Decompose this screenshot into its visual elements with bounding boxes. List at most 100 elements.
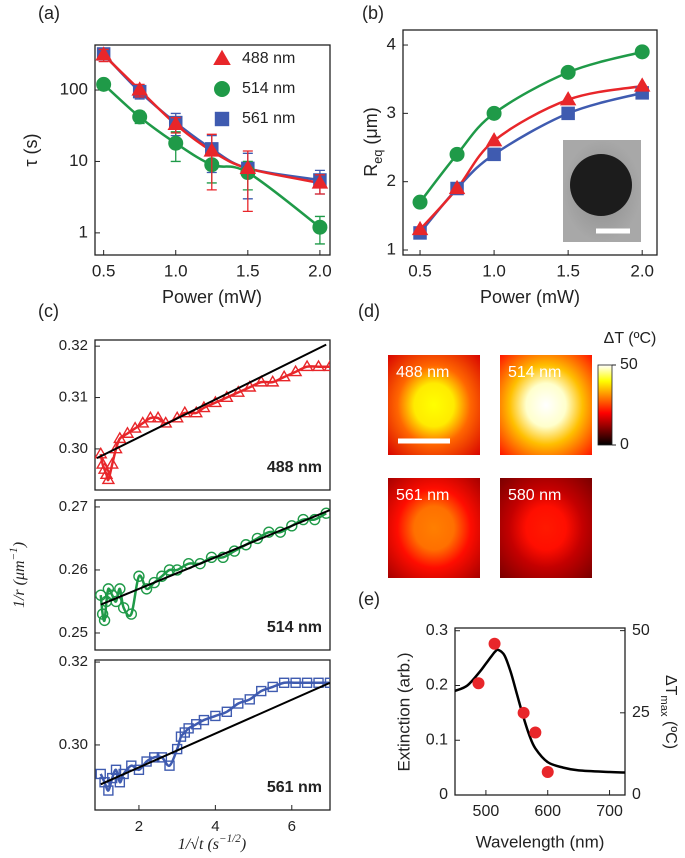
fit-line (96, 343, 327, 460)
y-axis-label: 1/r (μm−1​) (8, 542, 28, 608)
x-tick-label: 700 (596, 803, 623, 820)
colorbar-tick-label: 50 (620, 356, 638, 373)
x-axis-label-part: ) (240, 836, 246, 853)
panel-label: (d) (358, 301, 380, 321)
colorbar-tick-label: 0 (620, 436, 629, 453)
marker (151, 410, 165, 423)
plot-frame (94, 339, 331, 491)
x-tick-label: 1.0 (482, 261, 506, 280)
colorbar (597, 364, 613, 446)
marker (221, 706, 233, 717)
marker (529, 726, 542, 739)
legend-label: 561 nm (242, 110, 295, 127)
marker (148, 576, 160, 589)
y-tick-label: 0.26 (59, 561, 88, 578)
marker (263, 526, 275, 538)
plot-frame (94, 659, 331, 811)
marker (105, 457, 119, 469)
y-tick-label: 100 (60, 80, 88, 99)
marker (300, 359, 314, 372)
x-tick-label: 0.5 (92, 261, 116, 280)
x-axis-label-part: −1/2 (219, 833, 241, 845)
legend-marker (214, 81, 230, 97)
plot-area (95, 46, 329, 245)
legend-label: 488 nm (242, 50, 295, 67)
marker (95, 46, 112, 61)
plot-area (95, 343, 330, 485)
y2-tick-label: 25 (632, 704, 650, 721)
plot-frame (94, 44, 331, 256)
y-tick-label: 0.1 (426, 731, 448, 748)
plot-area (95, 677, 330, 796)
marker (267, 681, 278, 693)
marker (301, 677, 313, 688)
marker (309, 513, 321, 526)
y2-axis-label: ΔTmax​ (ºC) (658, 675, 679, 749)
y-tick-label: 4 (387, 35, 396, 54)
marker (286, 520, 298, 532)
heat-image (500, 355, 592, 455)
heat-image (500, 478, 592, 578)
marker (96, 608, 109, 620)
marker (117, 602, 130, 614)
marker (265, 374, 280, 387)
marker (277, 369, 291, 382)
marker (488, 637, 501, 650)
y-tick-label: 0.30 (59, 440, 88, 457)
marker (163, 564, 176, 576)
marker (143, 410, 158, 423)
y-tick-label: 0.2 (426, 677, 448, 694)
y2-axis-label-part: (ºC) (662, 717, 679, 750)
marker (168, 135, 184, 151)
plot-area (455, 637, 625, 778)
marker (167, 115, 184, 131)
series-line (455, 648, 625, 774)
marker (561, 106, 575, 121)
y-axis-label: τ (s) (21, 133, 41, 166)
marker (312, 219, 328, 235)
marker (254, 374, 268, 387)
marker (288, 364, 303, 377)
x-axis-label: Power (mW) (480, 287, 580, 307)
marker (244, 694, 255, 705)
marker (118, 768, 129, 780)
marker (472, 677, 485, 690)
x-tick-label: 1.5 (556, 261, 580, 280)
marker (203, 142, 221, 157)
marker (95, 589, 107, 601)
series-label: 514 nm (267, 619, 322, 636)
marker (149, 752, 160, 763)
marker (324, 677, 330, 688)
y-axis-label-part: ) (11, 542, 28, 548)
x-tick-label: 0.5 (408, 261, 432, 280)
marker (541, 765, 554, 778)
y-tick-label: 0.27 (59, 498, 88, 515)
marker (485, 132, 503, 147)
series-line (99, 512, 327, 623)
y-tick-label: 1 (79, 222, 88, 241)
series-label: 488 nm (267, 459, 322, 476)
series-label: 561 nm (267, 779, 322, 796)
marker (210, 710, 221, 722)
plot-area (95, 507, 330, 627)
marker (256, 685, 267, 697)
x-axis-label-part: 1/√t (s (178, 836, 219, 853)
marker (412, 194, 428, 210)
y-tick-label: 0.30 (59, 736, 88, 753)
marker (198, 714, 210, 726)
heat-image (388, 355, 480, 455)
marker (559, 91, 577, 106)
marker (560, 64, 576, 80)
y-tick-label: 0.32 (59, 653, 88, 670)
marker (311, 359, 326, 372)
x-tick-label: 2.0 (630, 261, 654, 280)
marker (156, 752, 168, 763)
marker (171, 564, 183, 576)
plot-area (411, 44, 651, 240)
inset-image (563, 140, 641, 242)
marker (102, 583, 115, 595)
marker (411, 220, 429, 236)
image-label: 561 nm (396, 487, 449, 504)
marker (290, 677, 301, 688)
fit-line (100, 509, 330, 606)
